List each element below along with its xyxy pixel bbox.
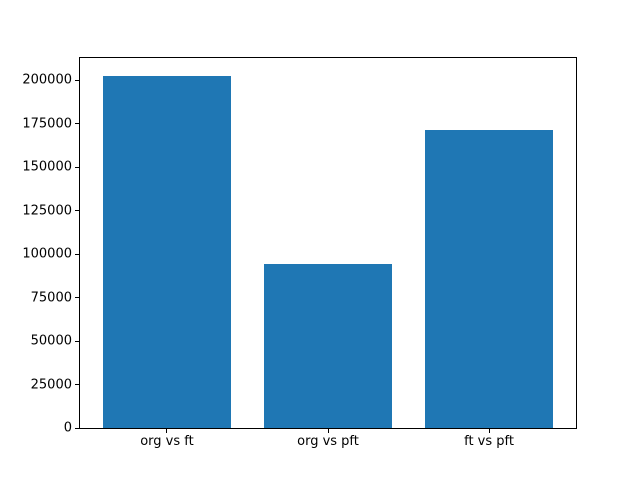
y-tick-mark	[75, 253, 79, 255]
plot-area: 0 25000 50000 75000 100000 125000 150000 175000…	[22, 57, 577, 448]
x-tick-label: org vs pft	[297, 434, 359, 449]
bar	[424, 129, 554, 428]
y-tick-mark	[75, 79, 79, 81]
y-tick-label: 150000	[22, 159, 72, 175]
x-tick-label: ft vs pft	[464, 434, 514, 449]
y-tick-label: 125000	[22, 203, 72, 219]
y-tick-label: 0	[63, 420, 72, 436]
y-tick-label: 175000	[22, 116, 72, 132]
y-tick-label: 25000	[30, 377, 72, 393]
x-tick-label: org vs ft	[140, 434, 194, 449]
bar	[263, 263, 393, 428]
y-tick-mark	[75, 166, 79, 168]
y-tick-label: 100000	[22, 246, 72, 262]
x-tick-mark	[327, 429, 329, 433]
y-tick-mark	[75, 384, 79, 386]
bar	[102, 75, 232, 428]
y-tick-mark	[75, 340, 79, 342]
x-tick-mark	[488, 429, 490, 433]
y-tick-mark	[75, 297, 79, 299]
y-tick-mark	[75, 427, 79, 429]
y-tick-mark	[75, 210, 79, 212]
y-tick-label: 50000	[30, 333, 72, 349]
y-tick-label: 75000	[30, 290, 72, 306]
y-tick-label: 200000	[22, 72, 72, 88]
x-tick-mark	[166, 429, 168, 433]
y-tick-mark	[75, 123, 79, 125]
